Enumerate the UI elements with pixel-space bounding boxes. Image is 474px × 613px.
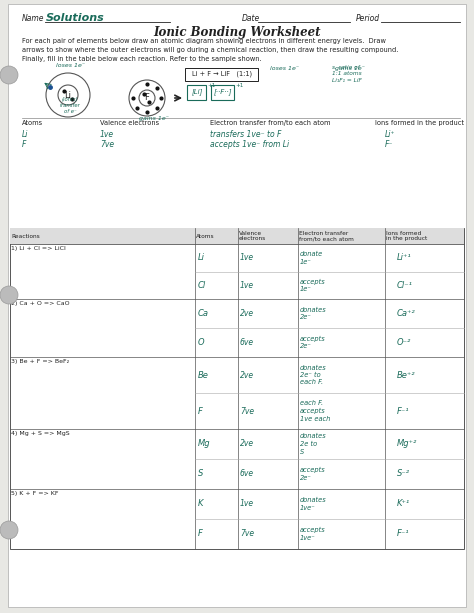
Text: O: O — [198, 338, 205, 347]
Text: Atoms: Atoms — [196, 234, 215, 238]
Text: 1ve: 1ve — [240, 500, 254, 509]
Text: Be⁺²: Be⁺² — [397, 370, 416, 379]
Text: Li: Li — [64, 91, 72, 99]
Text: S: S — [198, 470, 203, 479]
Text: F⁻: F⁻ — [385, 140, 393, 149]
Text: Date: Date — [242, 14, 260, 23]
Text: 7ve: 7ve — [100, 140, 114, 149]
Text: accepts
1ve⁻: accepts 1ve⁻ — [300, 527, 326, 541]
Bar — [10, 228, 464, 549]
Text: Solutions: Solutions — [46, 13, 105, 23]
Text: Ions formed in the product: Ions formed in the product — [375, 120, 464, 126]
Text: Valence electrons: Valence electrons — [100, 120, 159, 126]
Text: donates
2e⁻ to
each F.: donates 2e⁻ to each F. — [300, 365, 327, 386]
Text: accepts
2e⁻: accepts 2e⁻ — [300, 336, 326, 349]
Circle shape — [0, 286, 18, 304]
Text: F: F — [145, 94, 149, 102]
Circle shape — [0, 521, 18, 539]
Text: Li: Li — [198, 253, 205, 262]
Text: 1ve: 1ve — [100, 130, 114, 139]
Text: 2) Ca + O => CaO: 2) Ca + O => CaO — [11, 301, 70, 306]
Text: F⁻¹: F⁻¹ — [397, 530, 410, 538]
Text: F: F — [22, 140, 27, 149]
Text: donates
2e⁻: donates 2e⁻ — [300, 306, 327, 320]
Text: Atoms: Atoms — [22, 120, 43, 126]
Text: 1ve: 1ve — [240, 281, 254, 290]
Text: For each pair of elements below draw an atomic diagram showing electrons in diff: For each pair of elements below draw an … — [22, 38, 398, 62]
Text: Li: Li — [22, 130, 28, 139]
Text: Valence
electrons: Valence electrons — [239, 230, 266, 242]
Text: +1: +1 — [235, 83, 243, 88]
Text: F: F — [198, 406, 203, 416]
Text: 3) Be + F => BeF₂: 3) Be + F => BeF₂ — [11, 359, 69, 364]
Text: donate
1e⁻: donate 1e⁻ — [300, 251, 323, 264]
Text: 4) Mg + S => MgS: 4) Mg + S => MgS — [11, 431, 70, 436]
Text: K: K — [198, 500, 203, 509]
Text: Electron transfer from/to each atom: Electron transfer from/to each atom — [210, 120, 330, 126]
Text: accepts
2e⁻: accepts 2e⁻ — [300, 467, 326, 481]
Text: transfers 1ve⁻ to F: transfers 1ve⁻ to F — [210, 130, 282, 139]
Text: 1) Li + Cl => LiCl: 1) Li + Cl => LiCl — [11, 246, 66, 251]
Text: Ions formed
in the product: Ions formed in the product — [386, 230, 427, 242]
Text: Reactions: Reactions — [11, 234, 40, 238]
Text: Cl: Cl — [198, 281, 206, 290]
Text: Li + F → LiF   (1:1): Li + F → LiF (1:1) — [192, 70, 252, 77]
Text: Be: Be — [198, 370, 209, 379]
Text: 1ve: 1ve — [240, 253, 254, 262]
Text: S⁻²: S⁻² — [397, 470, 410, 479]
Text: 6ve: 6ve — [240, 338, 254, 347]
Text: 2ve: 2ve — [240, 370, 254, 379]
Text: Electron transfer
from/to each atom: Electron transfer from/to each atom — [299, 230, 354, 242]
Text: s. ratio of
1:1 atoms
Li₁F₁ = LiF: s. ratio of 1:1 atoms Li₁F₁ = LiF — [332, 65, 362, 83]
Text: Mg⁺²: Mg⁺² — [397, 440, 418, 449]
Text: [··F··]: [··F··] — [214, 89, 232, 96]
Text: Ionic Bonding Worksheet: Ionic Bonding Worksheet — [153, 26, 321, 39]
Text: O⁻²: O⁻² — [397, 338, 411, 347]
Text: Ca: Ca — [198, 309, 209, 318]
Text: Li⁺¹: Li⁺¹ — [397, 253, 412, 262]
Text: Mg: Mg — [198, 440, 210, 449]
Text: Li⁺: Li⁺ — [385, 130, 395, 139]
Text: 6ve: 6ve — [240, 470, 254, 479]
Text: 2ve: 2ve — [240, 440, 254, 449]
Text: +1: +1 — [207, 83, 215, 88]
Text: F⁻¹: F⁻¹ — [397, 406, 410, 416]
Text: each F.
accepts
1ve each: each F. accepts 1ve each — [300, 400, 330, 422]
Text: 7ve: 7ve — [240, 530, 254, 538]
Text: Name: Name — [22, 14, 45, 23]
Text: [Li]: [Li] — [191, 89, 203, 96]
Text: gains 1e⁻: gains 1e⁻ — [139, 116, 169, 121]
Text: 7ve: 7ve — [240, 406, 254, 416]
Text: gains 1e⁻: gains 1e⁻ — [335, 66, 365, 71]
Text: 2ve: 2ve — [240, 309, 254, 318]
Text: F: F — [198, 530, 203, 538]
Text: K⁺¹: K⁺¹ — [397, 500, 410, 509]
Text: accepts 1ve⁻ from Li: accepts 1ve⁻ from Li — [210, 140, 289, 149]
Text: loses 1e⁻: loses 1e⁻ — [270, 66, 299, 71]
Text: 5) K + F => KF: 5) K + F => KF — [11, 491, 58, 496]
Text: Ca⁺²: Ca⁺² — [397, 309, 416, 318]
Text: Period: Period — [356, 14, 380, 23]
Bar — [10, 228, 464, 244]
Text: donates
1ve⁻: donates 1ve⁻ — [300, 497, 327, 511]
Text: donates
2e to
S: donates 2e to S — [300, 433, 327, 454]
Text: accepts
1e⁻: accepts 1e⁻ — [300, 278, 326, 292]
Text: loses 1e⁻: loses 1e⁻ — [56, 63, 85, 68]
Text: Cl⁻¹: Cl⁻¹ — [397, 281, 413, 290]
Circle shape — [0, 66, 18, 84]
Text: (ionic)
transfer
of e⁻: (ionic) transfer of e⁻ — [60, 97, 81, 113]
